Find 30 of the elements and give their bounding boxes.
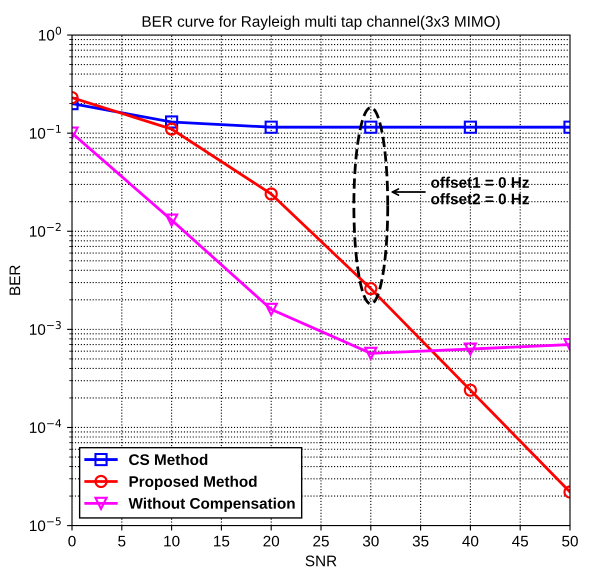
x-tick-label: 25 [313,536,329,547]
point [264,120,278,134]
point [264,302,278,316]
chart-title: BER curve for Rayleigh multi tap channel(3x3 MIMO) [142,16,500,30]
x-tick-label: 45 [512,536,528,547]
legend-label: Without Compensation [128,498,295,512]
x-tick-label: 0 [68,536,76,547]
x-tick-label: 10 [164,536,180,547]
x-tick-label: 20 [263,536,280,547]
x-axis-title: SNR [306,556,336,566]
x-tick-label: 30 [362,536,379,547]
point [364,120,378,134]
y-tick-label: 10$^{−5}$ [30,517,61,532]
y-tick-label: 10$^{−3}$ [30,321,61,335]
legend-label: CS Method [129,454,208,466]
x-tick-label: 15 [214,536,230,547]
y-tick-label: 10$^{−2}$ [30,222,61,237]
point [364,282,378,296]
y-tick-label: 10$^{0}$ [39,26,62,41]
y-axis-title: BER [10,265,20,295]
x-tick-label: 40 [462,536,478,547]
legend-label: Proposed Method [130,476,257,490]
annotation: offset1 = 0 Hz offset2 = 0 Hz [431,176,529,204]
x-tick-label: 50 [562,536,578,547]
y-tick-label: 10$^{−4}$ [30,419,62,434]
x-tick-label: 35 [412,536,428,547]
point [364,346,378,360]
x-tick-label: 5 [118,536,126,547]
y-tick-label: 10$^{−1}$ [30,124,61,139]
point [264,187,278,201]
